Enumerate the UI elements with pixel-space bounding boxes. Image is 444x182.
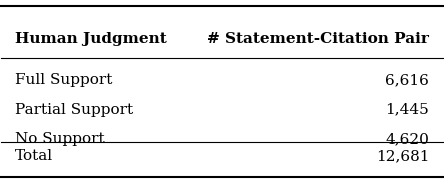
Text: Total: Total — [15, 149, 53, 163]
Text: Partial Support: Partial Support — [15, 103, 133, 117]
Text: # Statement-Citation Pair: # Statement-Citation Pair — [207, 32, 429, 46]
Text: No Support: No Support — [15, 132, 104, 146]
Text: 4,620: 4,620 — [385, 132, 429, 146]
Text: Human Judgment: Human Judgment — [15, 32, 166, 46]
Text: 1,445: 1,445 — [386, 103, 429, 117]
Text: 6,616: 6,616 — [385, 73, 429, 87]
Text: Full Support: Full Support — [15, 73, 112, 87]
Text: 12,681: 12,681 — [376, 149, 429, 163]
